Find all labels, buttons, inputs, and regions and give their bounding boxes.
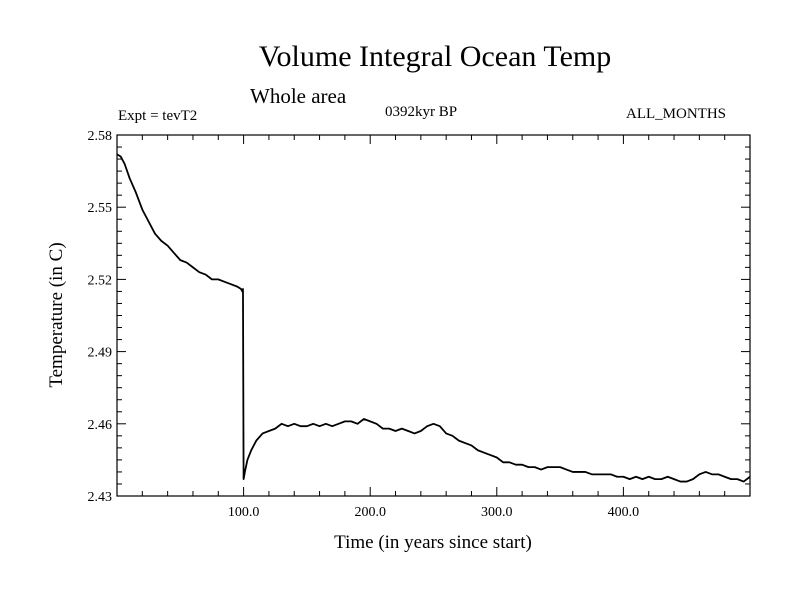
x-tick-label: 300.0 <box>481 505 513 520</box>
months-label: ALL_MONTHS <box>626 106 726 122</box>
y-tick-label: 2.49 <box>88 346 113 361</box>
x-axis-title: Time (in years since start) <box>334 532 532 553</box>
labels-layer: 100.0 200.0 300.0 400.0 2.43 2.46 2.49 2.52 2.55… <box>88 129 640 520</box>
y-tick-label: 2.58 <box>88 129 113 144</box>
x-tick-label: 100.0 <box>228 505 260 520</box>
y-tick-label: 2.55 <box>88 201 113 216</box>
chart-title: Volume Integral Ocean Temp <box>258 40 612 73</box>
series-layer <box>116 153 751 483</box>
ticks-layer <box>116 134 751 497</box>
x-tick-label: 200.0 <box>354 505 386 520</box>
experiment-label: Expt = tevT2 <box>118 108 198 124</box>
y-axis-title: Temperature (in C) <box>46 242 67 387</box>
y-tick-label: 2.43 <box>88 490 113 505</box>
y-tick-label: 2.46 <box>88 418 113 433</box>
series-line-0 <box>116 153 751 483</box>
y-tick-label: 2.52 <box>88 273 113 288</box>
chart-subtitle: Whole area <box>250 84 347 108</box>
plot-frame <box>116 134 751 497</box>
period-label: 0392kyr BP <box>385 104 458 120</box>
x-tick-label: 400.0 <box>608 505 640 520</box>
